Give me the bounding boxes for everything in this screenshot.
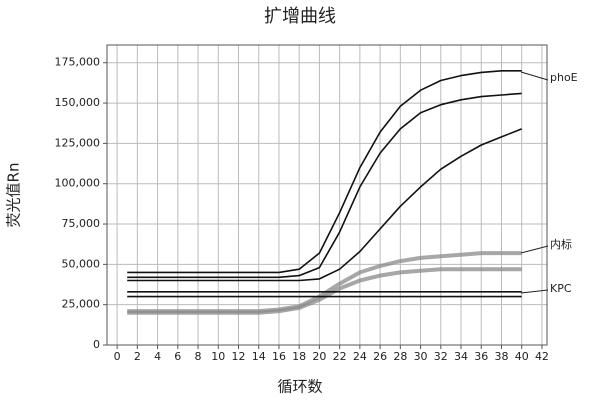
x-tick-label: 8 — [195, 350, 202, 363]
x-tick-label: 4 — [154, 350, 161, 363]
x-tick-label: 38 — [494, 350, 508, 363]
x-tick-label: 36 — [474, 350, 488, 363]
x-axis-label: 循环数 — [277, 378, 322, 396]
y-tick-label: 25,000 — [62, 298, 101, 311]
annotation: KPC — [550, 282, 572, 295]
x-tick-label: 28 — [393, 350, 407, 363]
chart-title: 扩增曲线 — [264, 6, 336, 27]
y-tick-label: 0 — [93, 338, 100, 351]
x-tick-label: 12 — [231, 350, 245, 363]
x-tick-label: 24 — [353, 350, 367, 363]
curve — [127, 251, 522, 314]
curve — [127, 128, 522, 282]
y-tick-label: 100,000 — [55, 177, 101, 190]
x-tick-label: 6 — [174, 350, 181, 363]
x-tick-label: 26 — [373, 350, 387, 363]
x-tick-label: 30 — [414, 350, 428, 363]
curve — [127, 267, 522, 315]
curve — [127, 70, 522, 274]
x-tick-label: 42 — [535, 350, 549, 363]
annotation: phoE — [550, 71, 578, 84]
grid — [103, 45, 547, 349]
leader-line — [520, 71, 549, 81]
x-tick-label: 22 — [333, 350, 347, 363]
y-tick-label: 150,000 — [55, 96, 101, 109]
x-tick-label: 14 — [252, 350, 266, 363]
x-tick-label: 16 — [272, 350, 286, 363]
x-tick-label: 18 — [292, 350, 306, 363]
plot-border — [106, 44, 548, 346]
x-tick-label: 0 — [114, 350, 121, 363]
x-tick-label: 10 — [211, 350, 225, 363]
lines — [127, 70, 522, 315]
x-tick-label: 40 — [515, 350, 529, 363]
leader-line — [520, 289, 549, 294]
y-tick-label: 75,000 — [62, 217, 101, 230]
leader-line — [520, 245, 549, 254]
y-tick-label: 50,000 — [62, 257, 101, 270]
x-tick-label: 20 — [312, 350, 326, 363]
annotation: 内标 — [550, 237, 572, 251]
x-tick-label: 32 — [434, 350, 448, 363]
x-tick-label: 2 — [134, 350, 141, 363]
y-axis-label: 荧光值Rn — [5, 163, 23, 228]
y-tick-label: 125,000 — [55, 136, 101, 149]
curve — [127, 92, 522, 279]
y-tick-label: 175,000 — [55, 56, 101, 69]
x-tick-label: 34 — [454, 350, 468, 363]
